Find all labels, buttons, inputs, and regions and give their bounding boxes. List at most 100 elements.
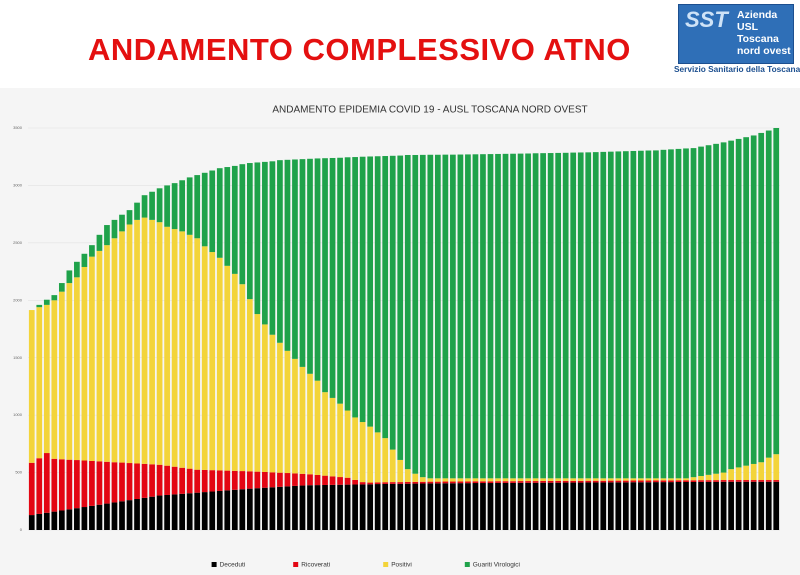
bar-segment <box>344 484 351 530</box>
bar-segment <box>43 512 50 530</box>
header: ANDAMENTO COMPLESSIVO ATNO SST Azienda U… <box>0 0 800 88</box>
bar-segment <box>51 511 58 530</box>
bar-segment <box>570 152 577 479</box>
bar-segment <box>743 481 750 530</box>
bar-segment <box>209 491 216 530</box>
bar-segment <box>28 310 35 463</box>
bar-segment <box>36 458 43 514</box>
y-tick-label: 2000 <box>13 297 23 302</box>
bar-segment <box>592 482 599 530</box>
bar-segment <box>660 480 667 483</box>
bar-segment <box>728 140 734 470</box>
bar-segment <box>96 504 103 530</box>
bar-segment <box>201 172 208 247</box>
bar-segment <box>111 238 118 463</box>
y-tick-label: 1500 <box>13 355 23 360</box>
bar-segment <box>156 222 163 465</box>
bar-segment <box>307 158 313 374</box>
slide-title: ANDAMENTO COMPLESSIVO ATNO <box>88 32 631 67</box>
bar-segment <box>773 454 780 481</box>
bar-segment <box>434 154 441 479</box>
bar-segment <box>382 483 389 530</box>
bar-segment <box>517 482 524 530</box>
bar-segment <box>58 459 65 511</box>
bar-segment <box>615 478 622 481</box>
bar-segment <box>382 438 389 483</box>
bar-segment <box>450 154 456 479</box>
bar-segment <box>254 162 261 315</box>
bar-segment <box>450 483 456 530</box>
bar-segment <box>359 422 366 483</box>
bar-segment <box>28 515 35 530</box>
bar-segment <box>404 481 411 484</box>
bar-segment <box>502 481 509 483</box>
bar-segment <box>171 229 178 467</box>
bar-segment <box>555 482 562 530</box>
bar-segment <box>389 483 396 530</box>
bar-segment <box>450 478 456 482</box>
bar-segment <box>653 478 659 481</box>
bar-segment <box>412 473 419 482</box>
bar-segment <box>134 219 140 464</box>
bar-segment <box>532 153 539 479</box>
bar-segment <box>750 135 757 464</box>
bar-segment <box>344 157 351 411</box>
bar-segment <box>495 478 501 482</box>
bar-segment <box>141 463 148 498</box>
legend-label: Ricoverati <box>301 562 330 569</box>
bar-segment <box>329 476 336 485</box>
bar-segment <box>457 481 464 484</box>
bar-segment <box>638 150 644 479</box>
bar-segment <box>254 314 261 472</box>
bar-segment <box>164 185 170 227</box>
bar-segment <box>525 153 531 479</box>
bar-segment <box>389 449 396 483</box>
bar-segment <box>472 481 479 484</box>
bar-segment <box>562 478 569 481</box>
bar-segment <box>547 480 554 483</box>
bar-segment <box>89 460 95 506</box>
bar-segment <box>540 153 546 479</box>
legend-label: Guariti Virologici <box>473 562 520 569</box>
bar-segment <box>246 471 253 489</box>
bar-segment <box>284 473 291 487</box>
bar-segment <box>239 284 246 472</box>
legend-label: Positivi <box>391 562 412 569</box>
bar-segment <box>735 138 742 468</box>
bar-segment <box>314 474 321 486</box>
bar-segment <box>404 469 411 482</box>
bar-segment <box>622 478 629 481</box>
bar-segment <box>773 480 780 482</box>
bar-segment <box>532 478 539 482</box>
bar-segment <box>547 153 554 479</box>
bar-segment <box>337 477 343 485</box>
bar-segment <box>622 151 629 479</box>
bar-segment <box>728 469 734 481</box>
bar-segment <box>262 471 268 488</box>
bar-segment <box>149 464 155 497</box>
bar-segment <box>299 473 306 486</box>
bar-segment <box>720 481 727 530</box>
bar-segment <box>743 480 750 482</box>
bar-segment <box>277 486 283 530</box>
bar-segment <box>487 481 494 484</box>
bar-segment <box>502 478 509 482</box>
bar-segment <box>562 480 569 483</box>
bar-segment <box>600 480 607 483</box>
bar-segment <box>171 466 178 495</box>
bar-segment <box>89 505 95 530</box>
bar-segment <box>201 469 208 493</box>
bar-segment <box>186 468 193 494</box>
bar-segment <box>104 461 110 504</box>
bar-segment <box>126 224 133 464</box>
bar-segment <box>216 470 223 491</box>
y-tick-label: 3500 <box>13 125 23 130</box>
bar-segment <box>126 500 133 530</box>
bar-segment <box>322 158 328 393</box>
bar-segment <box>465 481 471 484</box>
bar-segment <box>728 480 734 482</box>
bar-segment <box>427 481 434 484</box>
bar-segment <box>299 485 306 530</box>
bar-segment <box>239 489 246 530</box>
